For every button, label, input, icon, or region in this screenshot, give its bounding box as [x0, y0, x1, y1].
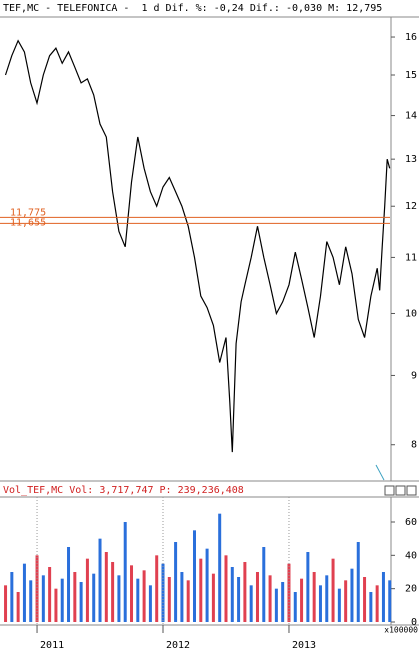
volume-bar: [35, 555, 39, 622]
volume-bar: [205, 548, 209, 622]
decoration: [375, 464, 385, 481]
volume-bar: [73, 572, 77, 622]
volume-bar: [337, 588, 341, 622]
button[interactable]: [406, 485, 417, 496]
volume-bar: [255, 572, 259, 622]
volume-bar: [350, 568, 354, 622]
volume-bar: [67, 547, 71, 622]
volume-bar: [237, 577, 241, 622]
volume-bar: [161, 563, 165, 622]
volume-bar: [22, 563, 26, 622]
volume-bar: [312, 572, 316, 622]
volume-bar: [104, 552, 108, 622]
volume-bar: [130, 565, 134, 622]
volume-bar: [92, 573, 96, 622]
y-tick-label: 10: [405, 308, 417, 319]
volume-bar: [136, 578, 140, 622]
button[interactable]: [395, 485, 406, 496]
volume-bar: [199, 558, 203, 622]
price-line: [4, 39, 391, 453]
y-tick-label: 11: [405, 252, 417, 263]
volume-bar: [29, 580, 33, 622]
volume-bar: [98, 538, 102, 622]
volume-bar: [54, 588, 58, 622]
price-title: TEF,MC - TELEFONICA - 1 d Dif. %: -0,24 …: [3, 3, 382, 14]
volume-bar: [287, 563, 291, 622]
window-buttons[interactable]: [384, 485, 417, 496]
volume-bar: [268, 575, 272, 622]
volume-bar: [123, 522, 127, 622]
volume-bar: [356, 542, 360, 622]
volume-bar: [344, 580, 348, 622]
volume-bar: [325, 575, 329, 622]
button[interactable]: [384, 485, 395, 496]
volume-bar: [243, 562, 247, 622]
volume-bar: [4, 585, 8, 622]
volume-title: Vol_TEF,MC Vol: 3,717,747 P: 239,236,408: [3, 485, 244, 496]
level-label: 11,775: [10, 207, 46, 218]
x-tick-label: 2012: [166, 640, 190, 651]
volume-bar: [224, 555, 228, 622]
volume-bar: [167, 577, 171, 622]
volume-bar: [60, 578, 64, 622]
volume-bar: [48, 567, 52, 622]
volume-bar: [262, 547, 266, 622]
volume-bar: [331, 558, 335, 622]
volume-bar: [211, 573, 215, 622]
volume-bar: [363, 577, 367, 622]
volume-bar: [249, 585, 253, 622]
y-tick-label: 8: [411, 440, 417, 451]
volume-bar: [318, 585, 322, 622]
unit-label: x100000: [384, 626, 418, 635]
volume-bar: [381, 572, 385, 622]
level-label: 11,655: [10, 217, 46, 228]
volume-bar: [79, 582, 83, 622]
volume-bar: [300, 578, 304, 622]
y-tick-label: 13: [405, 154, 417, 165]
volume-bar: [117, 575, 121, 622]
volume-bar: [218, 513, 222, 622]
volume-bar: [192, 530, 196, 622]
volume-bar: [85, 558, 89, 622]
volume-bar: [155, 555, 159, 622]
y-tick-label: 12: [405, 201, 417, 212]
volume-bar: [41, 575, 45, 622]
y-tick-label: 40: [405, 550, 417, 561]
volume-bar: [180, 572, 184, 622]
volume-bar: [142, 570, 146, 622]
volume-bar: [274, 588, 278, 622]
y-tick-label: 14: [405, 111, 417, 122]
volume-bar: [10, 572, 14, 622]
volume-bar: [174, 542, 178, 622]
y-tick-label: 60: [405, 517, 417, 528]
y-tick-label: 16: [405, 32, 417, 43]
volume-bar: [375, 585, 379, 622]
volume-bar: [388, 580, 392, 622]
y-tick-label: 20: [405, 584, 417, 595]
volume-bar: [281, 582, 285, 622]
y-tick-label: 9: [411, 370, 417, 381]
volume-bar: [369, 592, 373, 622]
y-tick-label: 0: [411, 617, 417, 628]
volume-bar: [16, 592, 20, 622]
volume-bar: [111, 562, 115, 622]
volume-bar: [306, 552, 310, 622]
y-tick-label: 15: [405, 70, 417, 81]
x-tick-label: 2011: [40, 640, 64, 651]
x-tick-label: 2013: [292, 640, 316, 651]
volume-bar: [148, 585, 152, 622]
volume-bar: [186, 580, 190, 622]
volume-bar: [230, 567, 234, 622]
volume-bar: [293, 592, 297, 622]
